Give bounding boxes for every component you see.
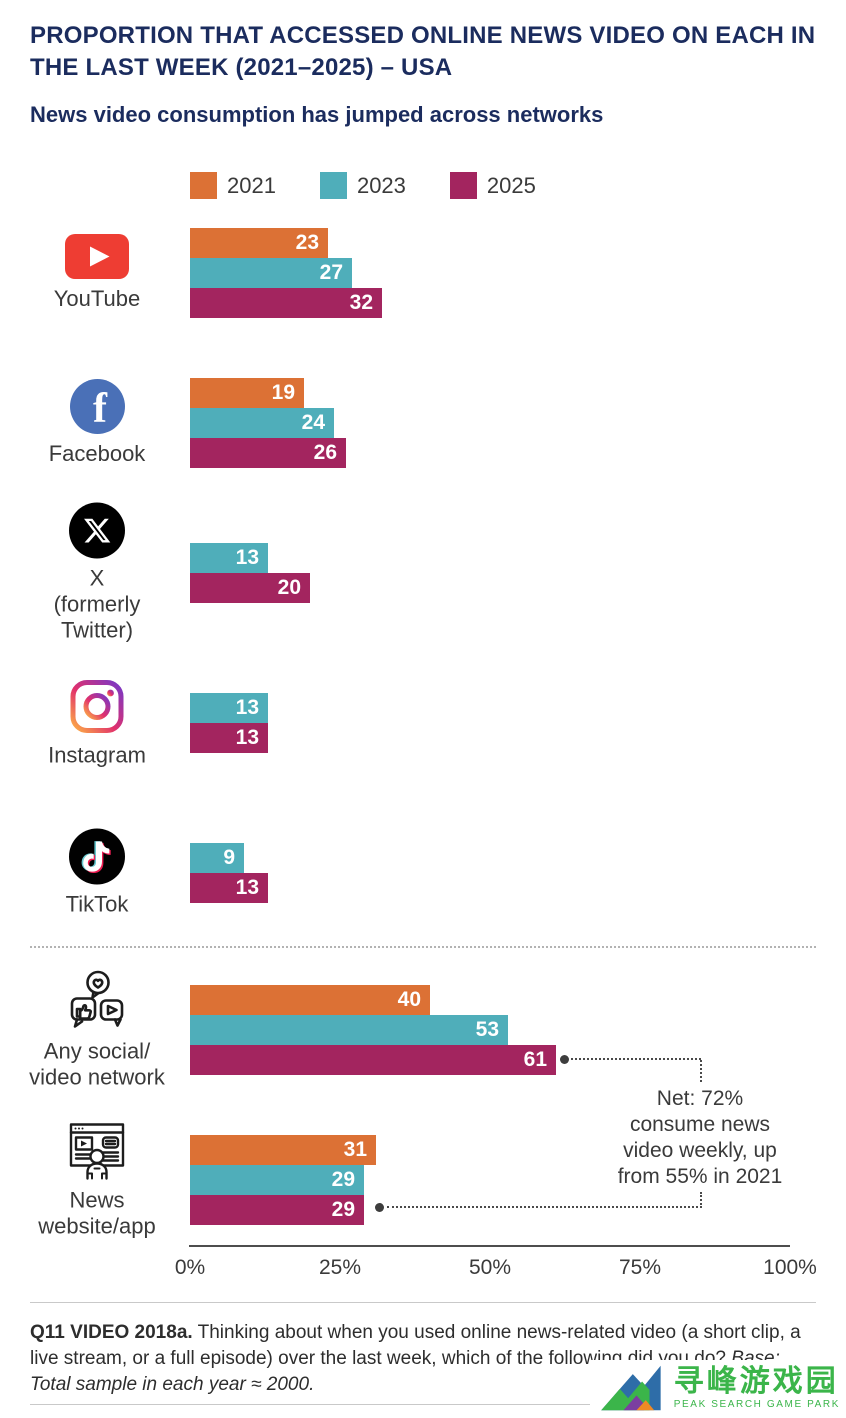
bar-value: 29 [331,1198,355,1221]
connector-line-bottom-h [387,1206,702,1208]
bar-instagram-2023: 13 [190,693,268,723]
watermark-title: 寻峰游戏园 [673,1364,839,1398]
group-divider-line [30,946,816,948]
bar-value: 9 [223,846,235,869]
x-axis-line [189,1245,790,1247]
bar-youtube-2023: 27 [190,258,352,288]
legend-label: 2023 [356,172,406,198]
x-axis-tick-label: 50% [468,1256,512,1279]
bar-facebook-2025: 26 [190,438,346,468]
category-label: X (formerly Twitter) [53,565,141,643]
footnote: Q11 VIDEO 2018a. Thinking about when you… [30,1320,818,1397]
row-header-x: X (formerly Twitter) [18,502,176,644]
x-axis-tick-label: 25% [318,1256,362,1279]
bar-news-web-2023: 29 [190,1165,364,1195]
category-label: TikTok [65,891,129,917]
connector-dot-bottom [375,1203,384,1212]
bar-value: 19 [271,381,295,404]
bar-any-social-2025: 61 [190,1045,556,1075]
connector-line-top-v [700,1060,702,1082]
footnote-question-id: Q11 VIDEO 2018a. [30,1322,193,1343]
bar-tiktok-2023: 9 [190,843,244,873]
category-label: Instagram [48,742,146,768]
facebook-icon: f [69,379,125,434]
bar-news-web-2021: 31 [190,1135,376,1165]
divider-top-of-footnote [30,1302,816,1303]
bar-youtube-2025: 32 [190,288,382,318]
connector-line-bottom-v [700,1192,702,1205]
bar-value: 32 [349,291,373,314]
row-header-facebook: f Facebook [18,379,176,467]
legend-label: 2021 [227,172,276,198]
bar-value: 40 [397,988,421,1011]
bar-value: 26 [313,441,337,464]
legend-item-2025: 2025 [449,172,536,199]
row-header-youtube: YouTube [18,234,176,312]
youtube-icon [65,234,129,279]
x-axis-tick-label: 0% [174,1256,206,1279]
bar-value: 61 [523,1048,547,1071]
bar-value: 13 [235,546,259,569]
row-header-instagram: Instagram [18,678,176,769]
divider-bottom [30,1404,816,1405]
watermark-subtitle: PEAK SEARCH GAME PARK [673,1399,840,1411]
bar-value: 20 [277,576,301,599]
bar-value: 53 [475,1018,499,1041]
bar-any-social-2021: 40 [190,985,430,1015]
bar-value: 29 [331,1168,355,1191]
legend-item-2021: 2021 [190,172,276,199]
bar-tiktok-2025: 13 [190,873,268,903]
annotation-callout: Net: 72% consume news video weekly, up f… [617,1087,783,1188]
bar-facebook-2021: 19 [190,378,304,408]
watermark: 寻峰游戏园 PEAK SEARCH GAME PARK [589,1360,844,1416]
bar-value: 27 [319,261,343,284]
row-header-news-web: News website/app [18,1121,176,1240]
news-website-icon [69,1123,125,1180]
category-label: Any social/ video network [29,1038,165,1090]
bar-value: 31 [343,1138,367,1161]
category-label: Facebook [48,441,146,466]
legend: 2021 2023 2025 [190,172,536,199]
svg-text:f: f [93,386,108,432]
legend-label: 2025 [486,172,536,198]
social-bubbles-icon [70,970,124,1028]
page-subtitle: News video consumption has jumped across… [30,102,604,127]
bar-value: 13 [235,696,259,719]
x-twitter-icon [69,502,125,559]
watermark-logo-icon [600,1365,661,1411]
bar-news-web-2025: 29 [190,1195,364,1225]
bar-youtube-2021: 23 [190,228,328,258]
legend-swatch-2023 [319,172,347,199]
bar-value: 24 [301,411,325,434]
x-axis-tick-label: 100% [763,1256,817,1279]
row-header-tiktok: TikTok [18,828,176,918]
x-axis-tick-label: 75% [618,1256,662,1279]
bar-any-social-2023: 53 [190,1015,508,1045]
legend-swatch-2025 [449,172,477,199]
instagram-icon [70,680,124,733]
page-title: PROPORTION THAT ACCESSED ONLINE NEWS VID… [30,22,816,81]
tiktok-icon [69,828,125,885]
category-label: YouTube [53,286,141,311]
legend-swatch-2021 [190,172,217,199]
bar-facebook-2023: 24 [190,408,334,438]
bar-x-2025: 20 [190,573,310,603]
bar-value: 23 [295,231,319,254]
connector-line-top-h [571,1058,701,1060]
connector-dot-top [560,1055,569,1064]
bar-value: 13 [235,876,259,899]
category-label: News website/app [38,1187,156,1239]
row-header-any-social: Any social/ video network [18,970,176,1091]
bar-x-2023: 13 [190,543,268,573]
bar-value: 13 [235,726,259,749]
footnote-question-text: Thinking about when you used online news… [30,1322,801,1369]
legend-item-2023: 2023 [319,172,406,199]
bar-instagram-2025: 13 [190,723,268,753]
